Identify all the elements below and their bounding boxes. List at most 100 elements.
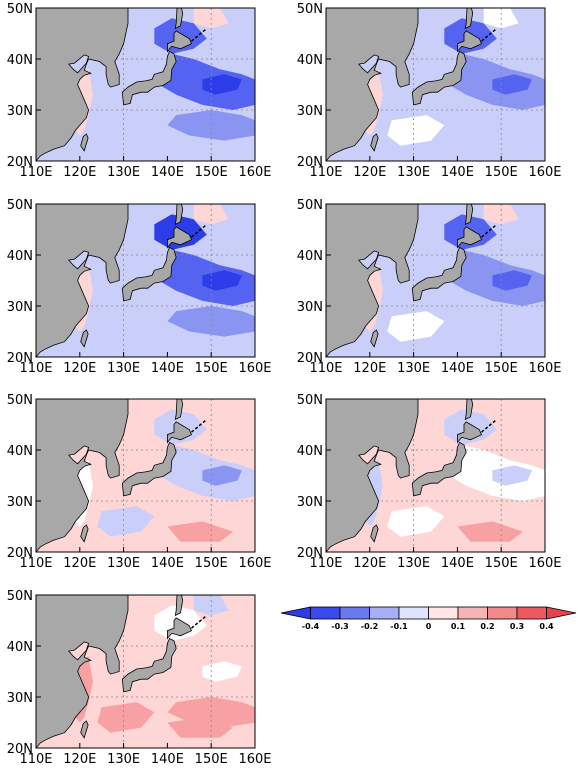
lat-tick-label: 40N xyxy=(297,249,323,264)
colorbar-segment xyxy=(487,606,518,620)
kuril-islands xyxy=(191,27,208,42)
anomaly-patch-eastsea xyxy=(387,115,445,146)
map-svg-1: 110E 120E 130E 140E 150E 160E 20N 30N 40N 50N xyxy=(7,2,272,180)
asia-landmass xyxy=(326,399,419,552)
lon-tick-label: 110E xyxy=(309,361,342,376)
anomaly-patch-south xyxy=(167,110,255,141)
map-panel-6: 110E 120E 130E 140E 150E 160E 20N 30N 40N 50N xyxy=(290,391,578,581)
lon-tick-label: 150E xyxy=(195,361,228,376)
map-panel-5: 110E 120E 130E 140E 150E 160E 20N 30N 40N 50N xyxy=(0,391,290,581)
sakhalin xyxy=(464,204,474,226)
asia-landmass xyxy=(36,8,129,161)
map-svg-2: 110E 120E 130E 140E 150E 160E 20N 30N 40N 50N xyxy=(297,2,562,180)
kuril-islands xyxy=(481,223,498,238)
map-panel-3: 110E 120E 130E 140E 150E 160E 20N 30N 40N 50N xyxy=(0,196,290,386)
lon-tick-label: 110E xyxy=(19,556,52,571)
japan-honshu xyxy=(121,637,177,693)
lon-tick-label: 110E xyxy=(19,165,52,180)
lat-tick-label: 20N xyxy=(7,742,33,757)
colorbar-label: 0 xyxy=(426,622,432,631)
lat-tick-label: 30N xyxy=(297,495,323,510)
lon-tick-label: 150E xyxy=(485,361,518,376)
lon-tick-label: 150E xyxy=(195,165,228,180)
bohai-sea xyxy=(358,250,380,270)
lon-tick-label: 160E xyxy=(238,752,271,767)
lon-tick-label: 140E xyxy=(151,361,184,376)
lon-tick-label: 110E xyxy=(309,556,342,571)
lon-tick-label: 120E xyxy=(63,165,96,180)
anomaly-patch-se xyxy=(457,521,524,542)
hokkaido xyxy=(456,421,483,444)
anomaly-patch-eastsea xyxy=(97,115,155,146)
lon-tick-label: 160E xyxy=(238,556,271,571)
lon-tick-label: 130E xyxy=(397,556,430,571)
lat-tick-label: 30N xyxy=(7,495,33,510)
lon-tick-label: 150E xyxy=(195,556,228,571)
colorbar-segment xyxy=(428,606,459,620)
sakhalin xyxy=(464,8,474,30)
bohai-sea xyxy=(68,641,90,661)
colorbar-label: -0.4 xyxy=(302,622,320,631)
lat-tick-label: 30N xyxy=(7,104,33,119)
anomaly-patch-core xyxy=(492,270,532,291)
sakhalin xyxy=(174,8,184,30)
lat-tick-label: 20N xyxy=(7,155,33,170)
lat-tick-label: 20N xyxy=(7,351,33,366)
lat-tick-label: 20N xyxy=(297,546,323,561)
map-panel-7: 110E 120E 130E 140E 150E 160E 20N 30N 40N 50N xyxy=(0,587,290,777)
lon-tick-label: 130E xyxy=(107,556,140,571)
lon-tick-label: 130E xyxy=(397,361,430,376)
colorbar-label: 0.1 xyxy=(451,622,466,631)
sakhalin xyxy=(174,399,184,421)
kuril-islands xyxy=(481,418,498,433)
bohai-sea xyxy=(358,445,380,465)
kuril-islands xyxy=(191,223,208,238)
anomaly-patch-eastsea xyxy=(97,506,155,537)
anomaly-patch-core xyxy=(202,465,242,486)
asia-landmass xyxy=(36,595,129,748)
map-frame xyxy=(35,398,256,553)
lat-tick-label: 30N xyxy=(297,300,323,315)
taiwan xyxy=(370,329,379,348)
lat-tick-label: 30N xyxy=(7,691,33,706)
anomaly-patch-core xyxy=(492,74,532,95)
lon-tick-label: 140E xyxy=(441,165,474,180)
colorbar-segment xyxy=(339,606,370,620)
lon-tick-label: 140E xyxy=(151,752,184,767)
lon-tick-label: 120E xyxy=(63,752,96,767)
japan-honshu xyxy=(411,441,467,497)
map-frame xyxy=(325,203,546,358)
lat-tick-label: 50N xyxy=(297,2,323,17)
asia-landmass xyxy=(326,204,419,357)
lat-tick-label: 50N xyxy=(7,198,33,213)
hokkaido xyxy=(166,617,193,640)
colorbar-segment xyxy=(310,606,341,620)
asia-landmass xyxy=(326,8,419,161)
lon-tick-label: 110E xyxy=(309,165,342,180)
colorbar-max-arrow xyxy=(546,606,577,620)
taiwan xyxy=(370,524,379,543)
sakhalin xyxy=(174,204,184,226)
sakhalin xyxy=(174,595,184,617)
bohai-sea xyxy=(68,445,90,465)
lon-tick-label: 120E xyxy=(63,361,96,376)
colorbar-segment xyxy=(516,606,547,620)
lon-tick-label: 110E xyxy=(19,752,52,767)
japan-honshu xyxy=(121,50,177,106)
lon-tick-label: 140E xyxy=(441,556,474,571)
japan-honshu xyxy=(121,441,177,497)
kuril-islands xyxy=(191,418,208,433)
anomaly-patch-se xyxy=(167,717,234,738)
lat-tick-label: 50N xyxy=(7,2,33,17)
taiwan xyxy=(80,720,89,739)
lat-tick-label: 40N xyxy=(7,249,33,264)
hokkaido xyxy=(166,30,193,53)
lat-tick-label: 30N xyxy=(7,300,33,315)
colorbar-segment xyxy=(398,606,429,620)
taiwan xyxy=(80,524,89,543)
anomaly-patch-eastsea xyxy=(97,702,155,733)
lon-tick-label: 130E xyxy=(397,165,430,180)
lat-tick-label: 40N xyxy=(7,53,33,68)
lon-tick-label: 150E xyxy=(485,556,518,571)
taiwan xyxy=(80,133,89,152)
